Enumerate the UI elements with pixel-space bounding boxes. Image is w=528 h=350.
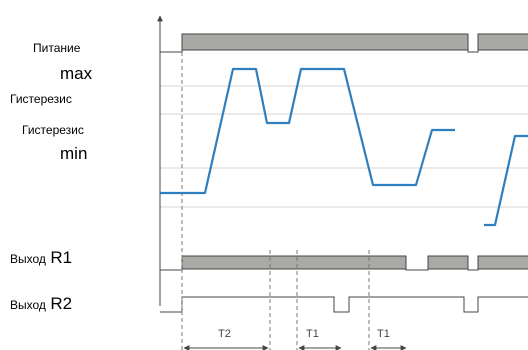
output-r1-bar-2 [427, 255, 469, 270]
output-r2-id: R2 [50, 294, 73, 313]
max-label: max [60, 64, 93, 83]
power-gap [467, 50, 479, 53]
t1a-label: T1 [306, 328, 319, 340]
output-r1-off-2 [467, 269, 479, 271]
hysteresis-label-lower: Гистерезис [22, 123, 84, 137]
level-gridlines [160, 85, 528, 208]
output-r1-off-1 [405, 269, 429, 271]
hysteresis-label-upper: Гистерезис [10, 92, 72, 106]
power-bar-2 [477, 33, 528, 51]
output-r1-id: R1 [50, 248, 73, 267]
output-r2-label: Выход R2 [10, 295, 72, 313]
signal [160, 67, 528, 227]
signal-trace-after-restart [484, 134, 528, 227]
output-r1-row [160, 255, 528, 271]
output-r1-bar-3 [477, 255, 528, 270]
power-row [160, 33, 528, 53]
timer-intervals: T2 T1 T1 [183, 328, 407, 350]
output-r1-prefix: Выход [10, 252, 46, 266]
event-markers [181, 52, 370, 350]
power-bar-1 [181, 33, 469, 51]
output-r2-prefix: Выход [10, 298, 46, 312]
min-label: min [60, 144, 88, 163]
signal-trace-main [160, 67, 455, 195]
t2-label: T2 [218, 328, 231, 340]
power-label: Питание [33, 41, 81, 55]
output-r1-baseline-start [160, 256, 183, 271]
output-r1-label: Выход R1 [10, 249, 72, 267]
power-baseline [160, 34, 183, 53]
output-r1-bar-1 [181, 255, 407, 270]
t1b-label: T1 [377, 328, 390, 340]
output-r2-row [160, 296, 528, 313]
output-r2-trace [160, 296, 528, 313]
